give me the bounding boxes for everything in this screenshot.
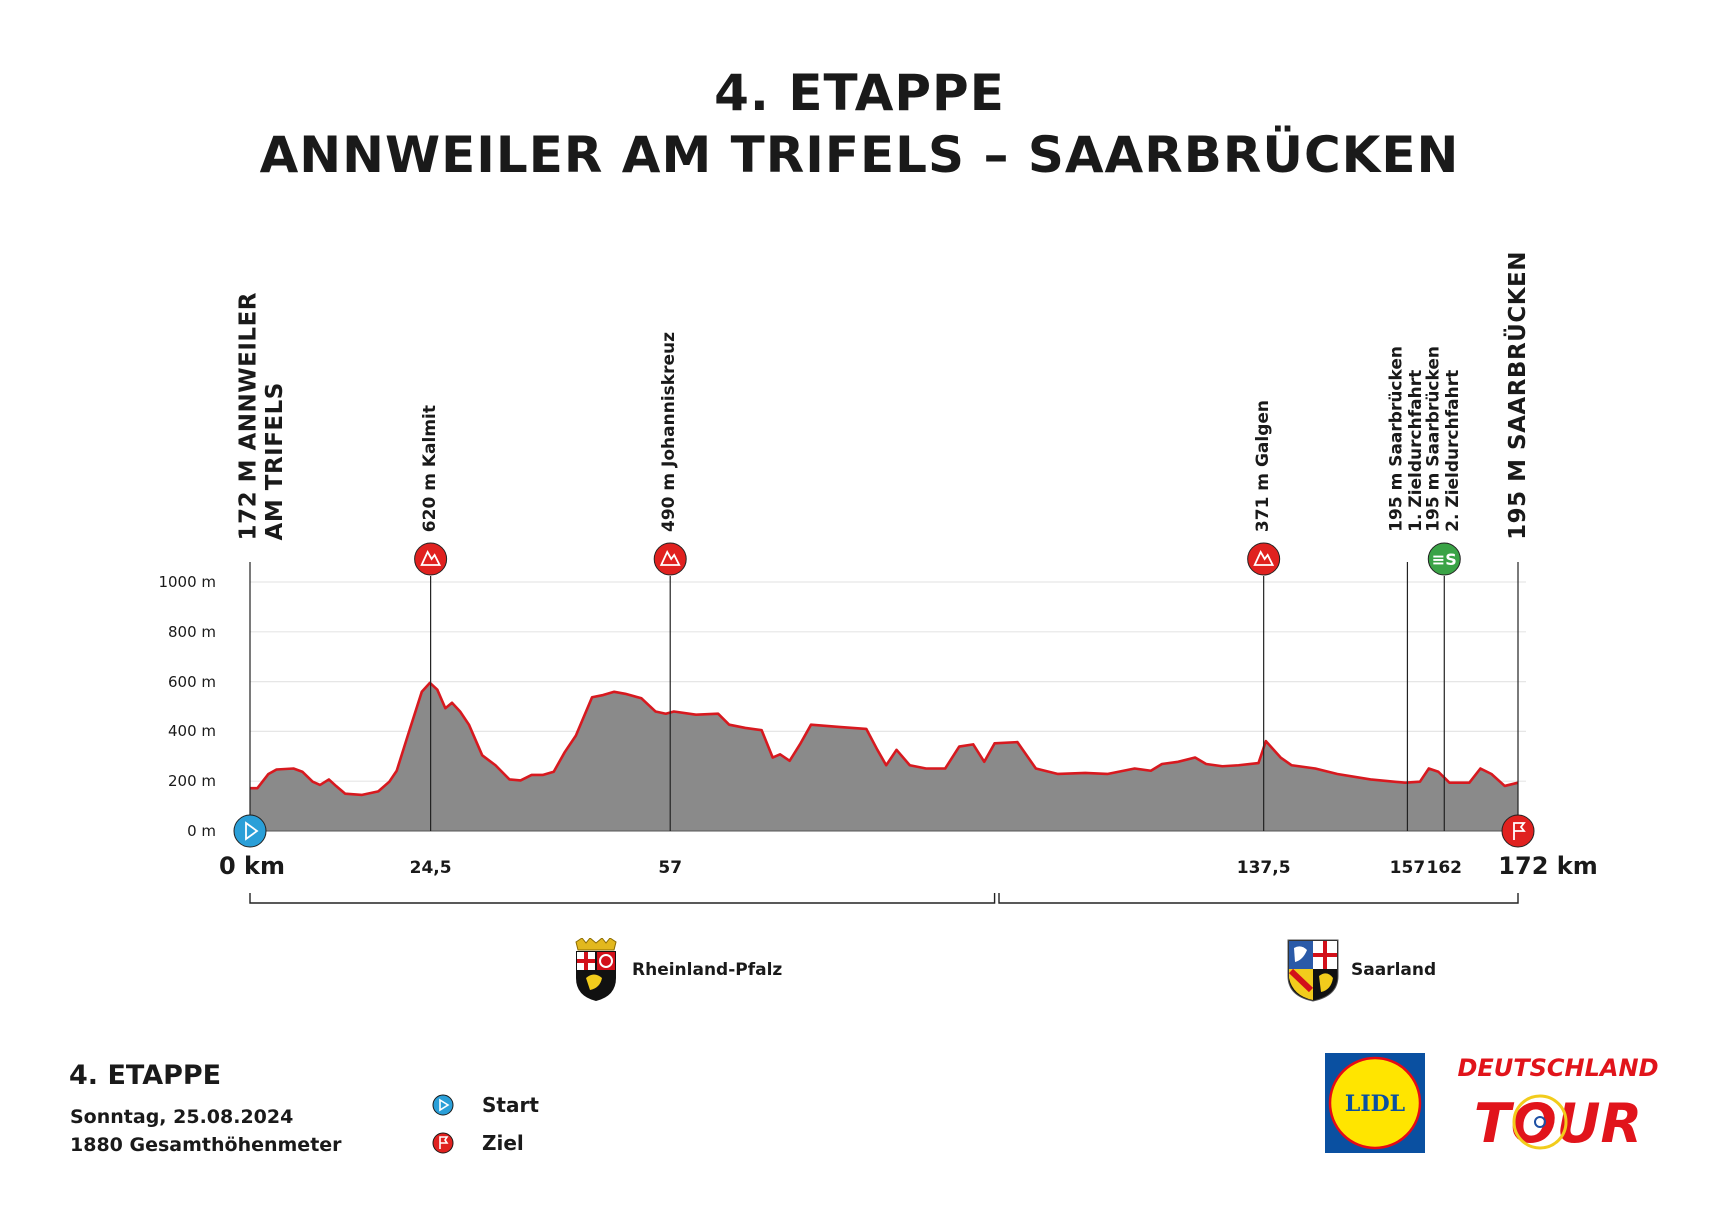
- marker-label: 195 m Saarbrücken 2. Zieldurchfahrt: [1423, 346, 1464, 532]
- start-icon: [233, 814, 267, 848]
- saarland-coat-of-arms-icon: [1287, 939, 1339, 1002]
- km-label: 157: [1389, 858, 1426, 878]
- marker-label-line: 195 m Saarbrücken: [1423, 346, 1444, 532]
- tour-wheel-hub: [1534, 1116, 1546, 1128]
- title-line-2: ANNWEILER AM TRIFELS – SAARBRÜCKEN: [259, 126, 1460, 184]
- stage-date: Sonntag, 25.08.2024: [70, 1106, 294, 1128]
- km-label: 172 km: [1498, 852, 1598, 880]
- km-label: 162: [1426, 858, 1463, 878]
- marker-label: 195 m Saarbrücken 1. Zieldurchfahrt: [1386, 346, 1427, 532]
- km-label: 0 km: [218, 852, 286, 880]
- lidl-logo: LIDL: [1325, 1053, 1425, 1153]
- marker-label: 195 M SAARBRÜCKEN: [1505, 251, 1531, 540]
- tour-wheel-ring: [1512, 1094, 1568, 1150]
- lidl-logo-text: LIDL: [1345, 1091, 1405, 1117]
- y-tick-label: 1000 m: [158, 573, 216, 591]
- marker-label: 490 m Johanniskreuz: [659, 332, 680, 532]
- mountain-glyph: [1253, 550, 1275, 566]
- finish-flag-icon: [432, 1132, 454, 1154]
- sprint-glyph: ≡S: [1432, 550, 1457, 569]
- marker-label-line: 371 m Galgen: [1252, 399, 1273, 532]
- km-label: 137,5: [1236, 858, 1291, 878]
- finish-glyph: [1513, 822, 1526, 840]
- mountain-glyph: [420, 550, 442, 566]
- marker-label-line: 195 m Saarbrücken: [1386, 346, 1407, 532]
- mountain-glyph: [659, 550, 681, 566]
- marker-label-line: 490 m Johanniskreuz: [659, 332, 680, 532]
- rheinland-pfalz-coat-of-arms-icon: [575, 938, 617, 1001]
- y-tick-label: 600 m: [167, 672, 216, 691]
- region-bracket: [998, 893, 1519, 904]
- y-tick-label: 400 m: [167, 722, 216, 741]
- marker-label: 172 M ANNWEILER AM TRIFELS: [236, 292, 289, 540]
- start-icon: [432, 1094, 454, 1116]
- marker-label-line: 172 M ANNWEILER: [235, 291, 262, 540]
- legend-finish-label: Ziel: [482, 1131, 524, 1155]
- deutschland-tour-logo: DEUTSCHLAND TOUR: [1457, 1054, 1658, 1155]
- start-glyph: [245, 821, 259, 841]
- title-line-1: 4. ETAPPE: [714, 64, 1005, 122]
- tour-logo-top-text: DEUTSCHLAND: [1457, 1054, 1658, 1082]
- legend-finish: Ziel: [432, 1131, 524, 1155]
- y-tick-label: 0 m: [187, 822, 216, 840]
- y-tick-label: 800 m: [167, 622, 216, 641]
- km-label: 24,5: [409, 858, 452, 878]
- marker-label: 371 m Galgen: [1252, 399, 1274, 532]
- marker-label-line: 620 m Kalmit: [419, 404, 440, 532]
- sprint-icon: [1427, 542, 1461, 576]
- elevation-line: [250, 681, 1519, 797]
- marker-label-line: 2. Zieldurchfahrt: [1443, 369, 1464, 532]
- elevation-gain: 1880 Gesamthöhenmeter: [70, 1134, 342, 1156]
- marker-label-line: AM TRIFELS: [262, 381, 288, 540]
- region-label: Saarland: [1351, 960, 1437, 980]
- region-saarland: Saarland: [1285, 938, 1436, 1002]
- region-bracket: [249, 893, 996, 904]
- legend-start-label: Start: [482, 1093, 539, 1117]
- marker-label: 620 m Kalmit: [419, 404, 441, 532]
- region-label: Rheinland-Pfalz: [632, 960, 783, 980]
- region-rheinland-pfalz: Rheinland-Pfalz: [570, 938, 782, 1002]
- legend-start: Start: [432, 1093, 539, 1117]
- stage-number: 4. ETAPPE: [69, 1060, 222, 1091]
- marker-label-line: 195 M SAARBRÜCKEN: [1504, 251, 1531, 540]
- elevation-area: [250, 682, 1518, 831]
- y-tick-label: 200 m: [167, 772, 216, 791]
- km-label: 57: [658, 858, 683, 878]
